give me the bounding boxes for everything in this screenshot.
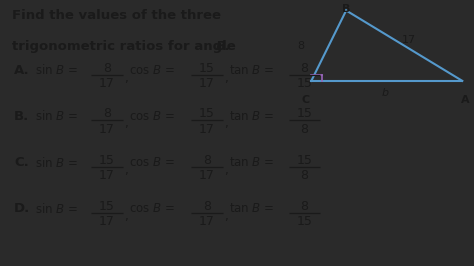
Text: 17: 17 — [402, 35, 416, 45]
Text: ,: , — [224, 210, 228, 223]
Text: 8: 8 — [301, 169, 309, 182]
Text: 8: 8 — [203, 200, 211, 213]
Text: ,: , — [224, 117, 228, 130]
Text: 15: 15 — [296, 77, 312, 90]
Text: cos $B$ =: cos $B$ = — [129, 156, 175, 169]
Text: 17: 17 — [199, 77, 215, 90]
Text: B.: B. — [14, 110, 29, 123]
Text: 15: 15 — [99, 200, 115, 213]
Text: 15: 15 — [199, 62, 215, 75]
Text: 17: 17 — [99, 215, 115, 228]
Text: Find the values of the three: Find the values of the three — [12, 9, 221, 22]
Text: 17: 17 — [99, 77, 115, 90]
Text: 15: 15 — [296, 154, 312, 167]
Text: 8: 8 — [103, 107, 111, 120]
Text: 17: 17 — [199, 123, 215, 136]
Text: ,: , — [224, 72, 228, 85]
Text: sin $B$ =: sin $B$ = — [35, 156, 78, 170]
Text: sin $B$ =: sin $B$ = — [35, 109, 78, 123]
Text: 15: 15 — [199, 107, 215, 120]
Text: 8: 8 — [298, 41, 305, 51]
Text: A: A — [461, 95, 470, 105]
Text: 8: 8 — [301, 123, 309, 136]
Text: C: C — [301, 95, 310, 105]
Text: cos $B$ =: cos $B$ = — [129, 64, 175, 77]
Text: 15: 15 — [296, 215, 312, 228]
Text: tan $B$ =: tan $B$ = — [228, 64, 274, 77]
Text: ,: , — [125, 164, 128, 177]
Text: 8: 8 — [301, 62, 309, 75]
Text: ,: , — [224, 164, 228, 177]
Text: 17: 17 — [199, 215, 215, 228]
Text: sin $B$ =: sin $B$ = — [35, 63, 78, 77]
Text: ,: , — [125, 72, 128, 85]
Text: ,: , — [125, 210, 128, 223]
Text: sin $B$ =: sin $B$ = — [35, 202, 78, 216]
Text: 8: 8 — [103, 62, 111, 75]
Text: cos $B$ =: cos $B$ = — [129, 202, 175, 215]
Text: 15: 15 — [99, 154, 115, 167]
Text: tan $B$ =: tan $B$ = — [228, 202, 274, 215]
Text: tan $B$ =: tan $B$ = — [228, 156, 274, 169]
Text: cos $B$ =: cos $B$ = — [129, 110, 175, 123]
Text: b: b — [382, 88, 389, 98]
Text: tan $B$ =: tan $B$ = — [228, 110, 274, 123]
Text: C.: C. — [14, 156, 29, 169]
Text: 8: 8 — [301, 200, 309, 213]
Text: 8: 8 — [203, 154, 211, 167]
Text: B.: B. — [216, 40, 231, 53]
Text: ,: , — [125, 117, 128, 130]
Text: 15: 15 — [296, 107, 312, 120]
Text: 17: 17 — [199, 169, 215, 182]
Text: trigonometric ratios for angle: trigonometric ratios for angle — [12, 40, 240, 53]
Text: A.: A. — [14, 64, 30, 77]
Text: 17: 17 — [99, 123, 115, 136]
Text: D.: D. — [14, 202, 30, 215]
Text: 17: 17 — [99, 169, 115, 182]
Text: B: B — [342, 4, 350, 14]
